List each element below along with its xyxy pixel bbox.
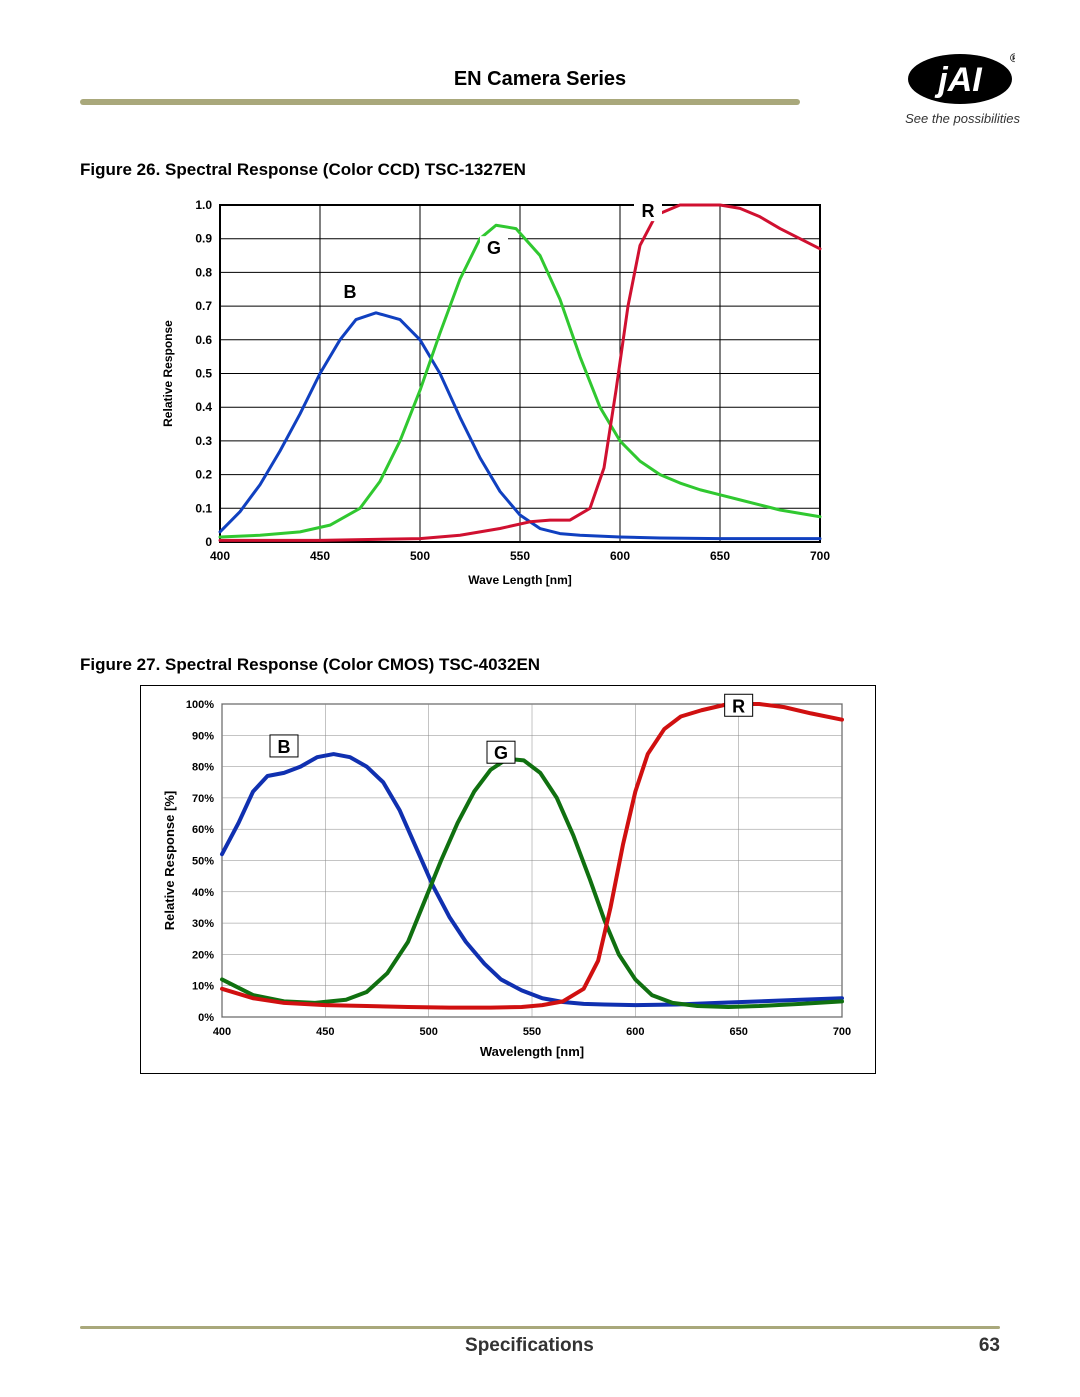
svg-text:550: 550 [510, 549, 530, 563]
svg-text:G: G [487, 238, 501, 258]
svg-text:400: 400 [210, 549, 230, 563]
svg-text:1.0: 1.0 [195, 198, 212, 212]
svg-text:650: 650 [710, 549, 730, 563]
svg-text:500: 500 [410, 549, 430, 563]
svg-text:0.7: 0.7 [195, 299, 212, 313]
page-header: EN Camera Series jAI ® See the possibili… [80, 60, 1000, 130]
svg-text:600: 600 [610, 549, 630, 563]
svg-text:B: B [278, 737, 291, 757]
svg-text:50%: 50% [192, 856, 214, 868]
svg-text:B: B [344, 282, 357, 302]
svg-text:0%: 0% [198, 1012, 214, 1024]
page-footer: Specifications 63 [80, 1326, 1000, 1357]
svg-text:70%: 70% [192, 793, 214, 805]
svg-text:700: 700 [833, 1026, 851, 1038]
logo-tagline: See the possibilities [905, 111, 1020, 126]
svg-text:20%: 20% [192, 949, 214, 961]
svg-text:Relative Response: Relative Response [161, 320, 175, 427]
header-title: EN Camera Series [80, 60, 1000, 91]
svg-text:jAI: jAI [934, 61, 983, 99]
header-rule [80, 99, 800, 105]
svg-text:Relative Response [%]: Relative Response [%] [162, 791, 177, 930]
svg-text:0.3: 0.3 [195, 434, 212, 448]
svg-text:650: 650 [729, 1026, 747, 1038]
svg-text:450: 450 [310, 549, 330, 563]
svg-text:R: R [642, 201, 655, 221]
footer-section: Specifications [465, 1335, 594, 1357]
svg-text:60%: 60% [192, 824, 214, 836]
svg-text:®: ® [1010, 52, 1015, 65]
svg-text:0.1: 0.1 [195, 501, 212, 515]
svg-text:10%: 10% [192, 981, 214, 993]
svg-text:0.2: 0.2 [195, 468, 212, 482]
svg-text:0.5: 0.5 [195, 367, 212, 381]
svg-text:550: 550 [523, 1026, 541, 1038]
figure27-chart: 400 450 500 550 600 650 700 0% 10% 20% 30% 40% 50% 60… [140, 685, 876, 1074]
svg-text:0.4: 0.4 [195, 400, 212, 414]
svg-text:600: 600 [626, 1026, 644, 1038]
footer-page-number: 63 [979, 1335, 1000, 1357]
svg-text:0.9: 0.9 [195, 232, 212, 246]
svg-text:500: 500 [419, 1026, 437, 1038]
figure26-chart: 400 450 500 550 600 650 700 0 0.1 0.2 0.3 0.4 0.5 0.6… [140, 190, 1000, 595]
svg-text:Wavelength [nm]: Wavelength [nm] [480, 1044, 584, 1059]
logo: jAI ® See the possibilities [905, 52, 1020, 126]
svg-text:400: 400 [213, 1026, 231, 1038]
svg-text:G: G [494, 743, 508, 763]
svg-text:40%: 40% [192, 887, 214, 899]
svg-text:0.6: 0.6 [195, 333, 212, 347]
svg-text:80%: 80% [192, 762, 214, 774]
svg-text:90%: 90% [192, 730, 214, 742]
svg-text:R: R [732, 696, 745, 716]
svg-text:450: 450 [316, 1026, 334, 1038]
svg-text:0: 0 [205, 535, 212, 549]
footer-rule [80, 1326, 1000, 1329]
svg-text:100%: 100% [186, 699, 214, 711]
svg-text:700: 700 [810, 549, 830, 563]
figure26-caption: Figure 26. Spectral Response (Color CCD)… [80, 160, 1000, 180]
svg-text:30%: 30% [192, 918, 214, 930]
figure27-caption: Figure 27. Spectral Response (Color CMOS… [80, 655, 1000, 675]
jai-logo-icon: jAI ® [905, 52, 1015, 107]
svg-text:Wave Length [nm]: Wave Length [nm] [468, 573, 572, 587]
svg-text:0.8: 0.8 [195, 265, 212, 279]
